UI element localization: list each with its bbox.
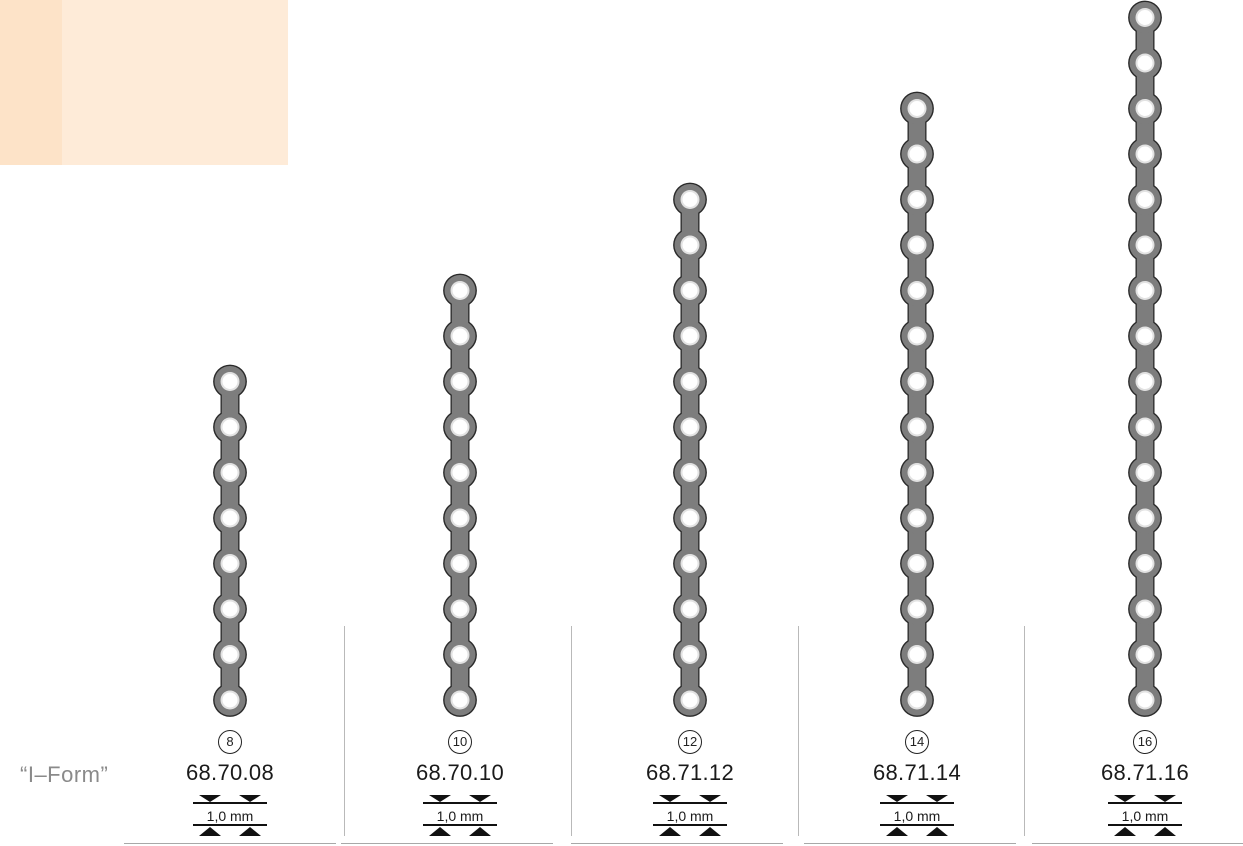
thickness-arrows-icon <box>880 795 954 836</box>
baseline <box>1032 843 1243 844</box>
hole-count-badge: 12 <box>678 730 702 754</box>
column-divider <box>571 626 572 836</box>
article-number: 68.70.10 <box>415 760 505 785</box>
thickness-label: 1,0 mm <box>436 808 484 824</box>
column-divider <box>798 626 799 836</box>
plate-illustration <box>1128 0 1162 717</box>
hole-count-badge: 16 <box>1133 730 1157 754</box>
plate-column-12: 12 68.71.12 1,0 mm <box>577 0 803 846</box>
thickness-arrows-icon <box>653 795 727 836</box>
baseline <box>124 843 336 844</box>
accent-strip <box>0 0 62 165</box>
thickness-label: 1,0 mm <box>206 808 254 824</box>
hole-count-badge: 8 <box>218 730 242 754</box>
hole-count-badge: 10 <box>448 730 472 754</box>
column-divider <box>344 626 345 836</box>
form-label: “I–Form” <box>20 762 109 787</box>
plate-illustration <box>443 273 477 717</box>
plate-column-16: 16 68.71.16 1,0 mm <box>1032 0 1243 846</box>
thickness-label: 1,0 mm <box>893 808 941 824</box>
plate-illustration <box>673 182 707 717</box>
hole-count-badge: 14 <box>905 730 929 754</box>
plate-column-14: 14 68.71.14 1,0 mm <box>804 0 1030 846</box>
article-number: 68.71.16 <box>1100 760 1190 785</box>
plate-column-10: 10 68.70.10 1,0 mm <box>347 0 573 846</box>
baseline <box>341 843 553 844</box>
baseline <box>804 843 1016 844</box>
article-number: 68.71.12 <box>645 760 735 785</box>
thickness-arrows-icon <box>423 795 497 836</box>
article-number: 68.71.14 <box>872 760 962 785</box>
plate-illustration <box>213 364 247 717</box>
accent-block <box>62 0 288 165</box>
baseline <box>571 843 783 844</box>
plate-column-8: 8 68.70.08 1,0 mm <box>117 0 343 846</box>
plate-illustration <box>900 91 934 717</box>
thickness-label: 1,0 mm <box>1121 808 1169 824</box>
article-number: 68.70.08 <box>185 760 275 785</box>
thickness-label: 1,0 mm <box>666 808 714 824</box>
column-divider <box>1024 626 1025 836</box>
thickness-arrows-icon <box>193 795 267 836</box>
thickness-arrows-icon <box>1108 795 1182 836</box>
